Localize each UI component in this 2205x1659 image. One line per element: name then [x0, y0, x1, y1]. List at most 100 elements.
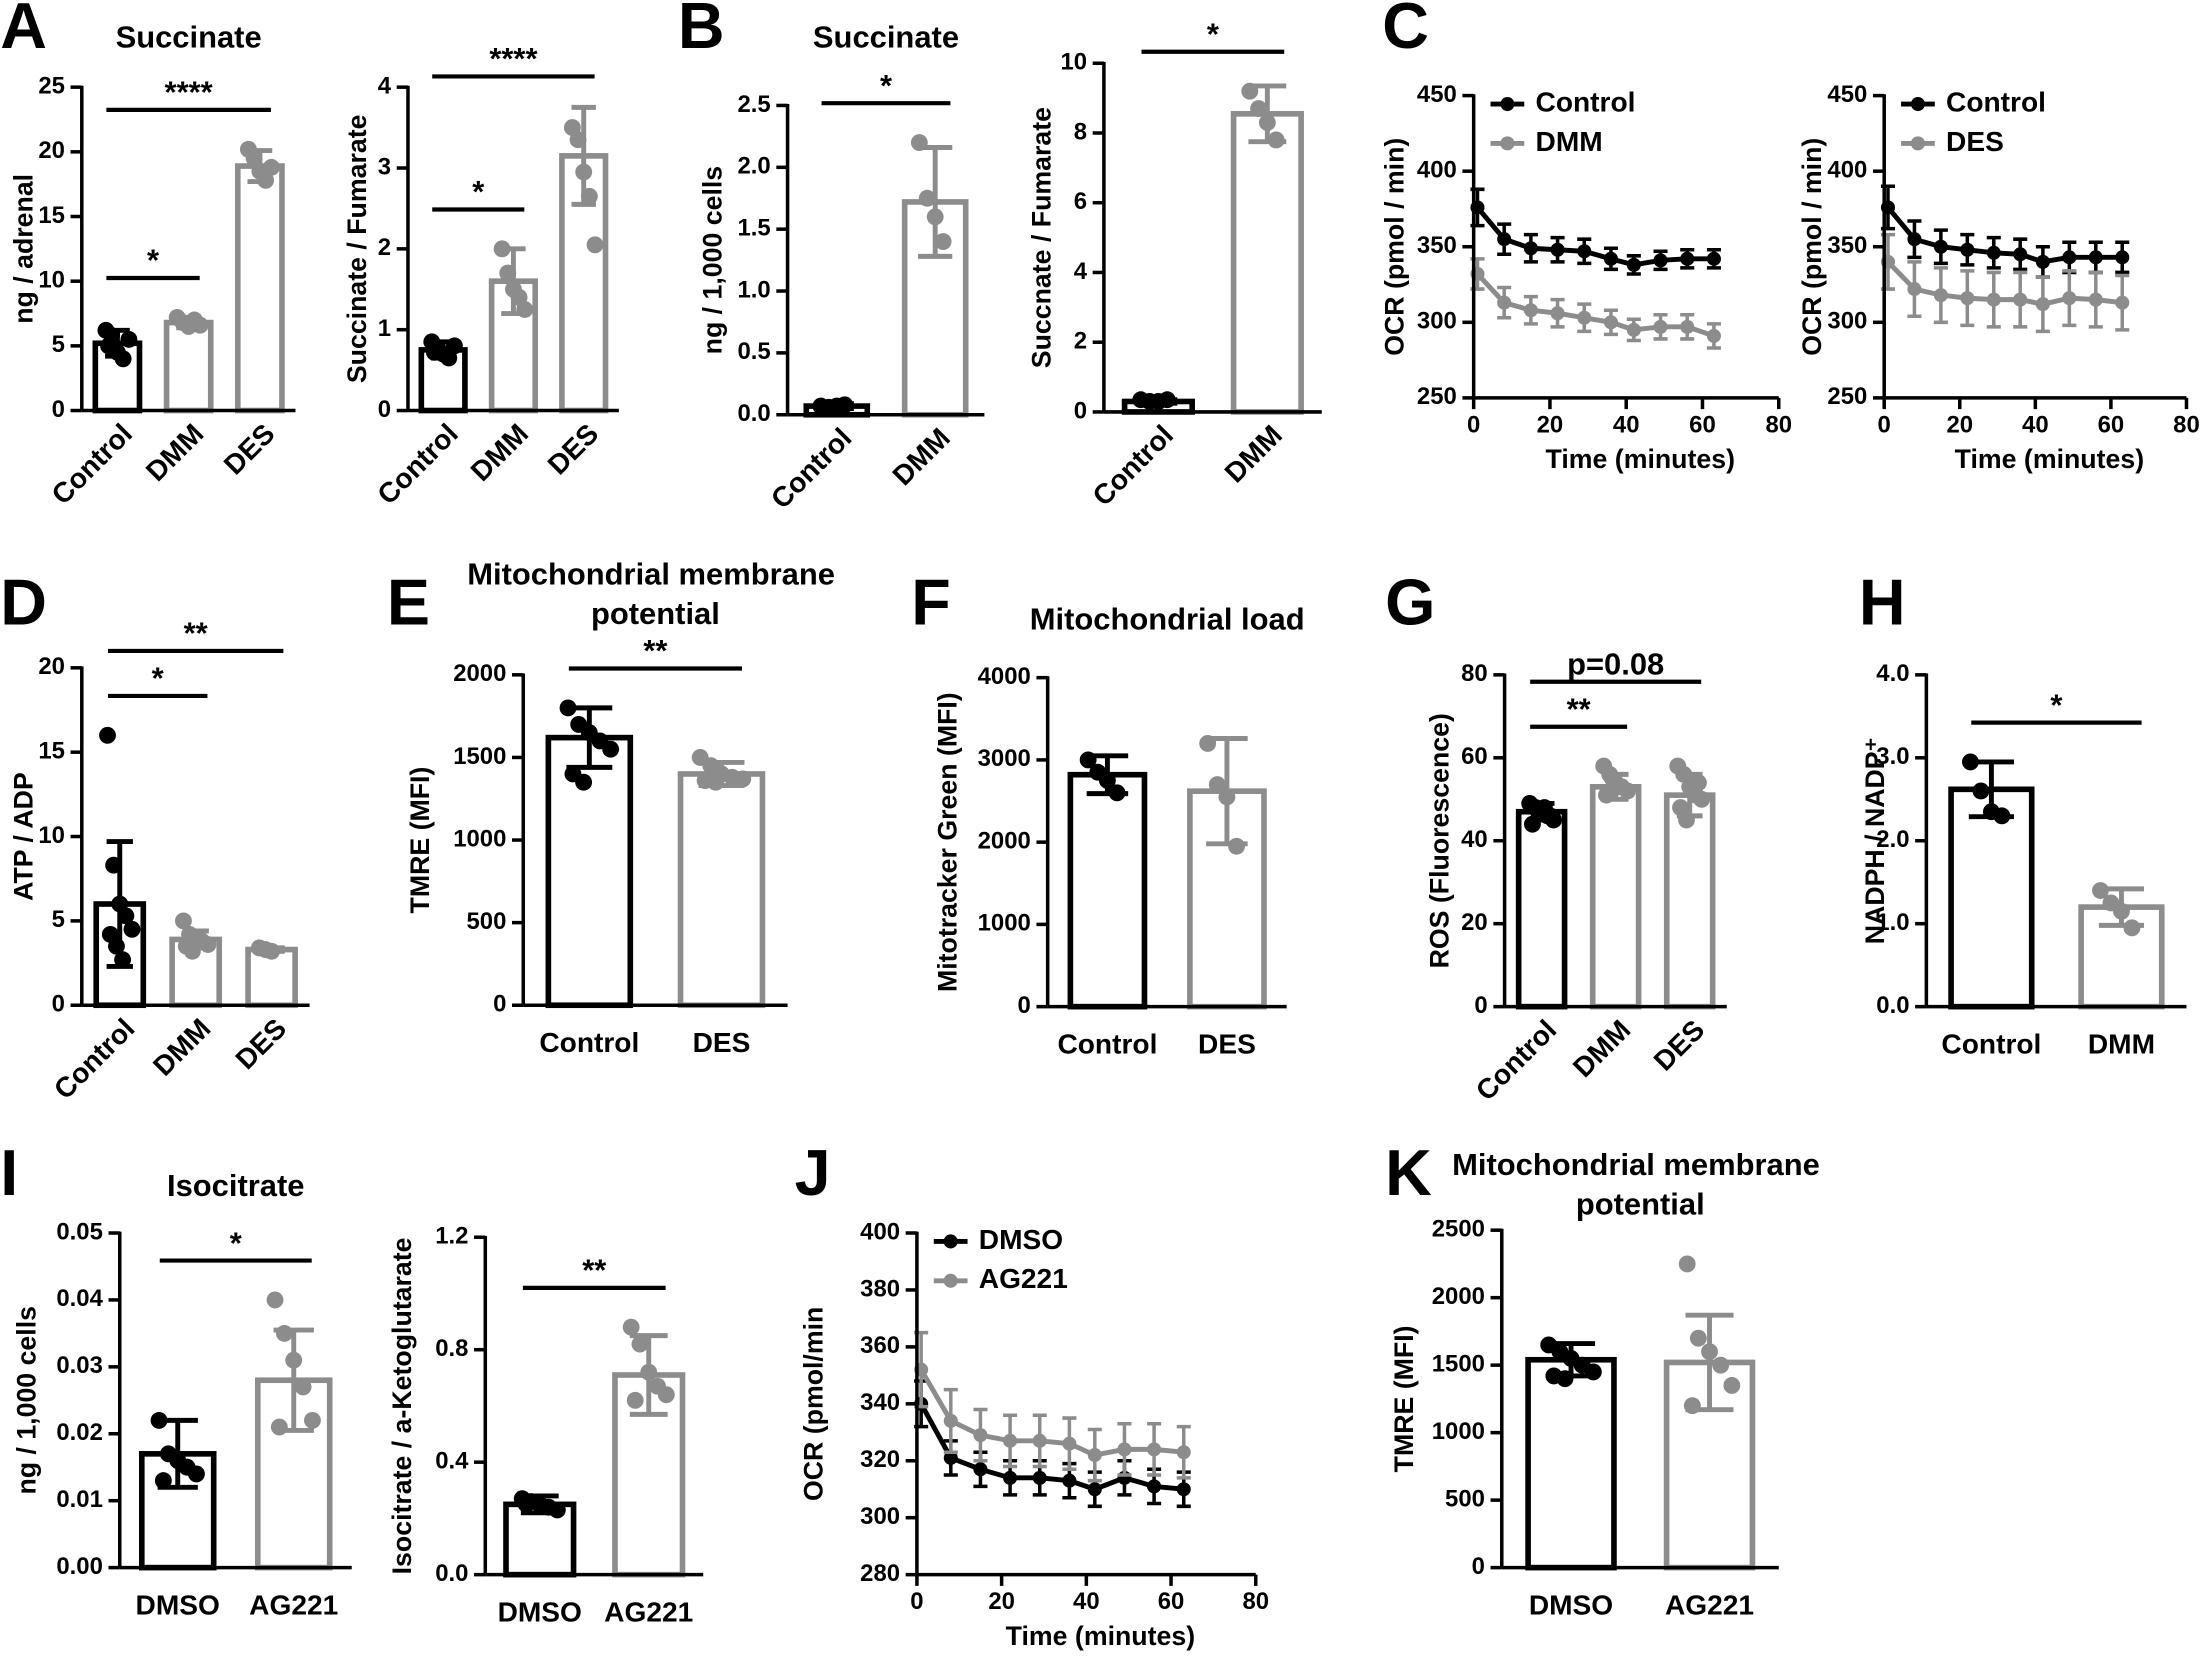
data-point [1003, 1433, 1018, 1448]
x-tick-label: 60 [1158, 1588, 1185, 1615]
data-point [1986, 292, 2001, 307]
data-point [1678, 811, 1695, 829]
data-point [294, 1378, 312, 1396]
data-point [499, 264, 517, 282]
data-point [275, 1324, 293, 1342]
data-point [569, 131, 587, 149]
data-point [1577, 244, 1592, 259]
y-tick-label: 0.05 [56, 1218, 103, 1245]
data-point [1098, 772, 1116, 789]
y-tick-label: 2.5 [737, 91, 770, 118]
data-point [266, 1291, 284, 1309]
y-tick-label: 1500 [453, 743, 506, 770]
y-axis-label: Succinate / Fumarate [342, 115, 372, 384]
panel-letter: B [678, 0, 725, 62]
y-tick-label: 40 [1461, 826, 1488, 853]
y-tick-label: 10 [38, 822, 65, 849]
series-line [919, 1368, 1184, 1458]
x-tick-label: DMM [887, 422, 956, 491]
data-point [1577, 310, 1592, 325]
y-tick-label: 20 [38, 653, 65, 680]
y-tick-label: 15 [38, 202, 65, 229]
y-tick-label: 320 [860, 1446, 900, 1473]
data-point [1032, 1470, 1047, 1485]
bar [1230, 111, 1304, 415]
y-tick-label: 450 [1827, 81, 1867, 108]
y-tick-label: 350 [1417, 232, 1457, 259]
data-point [548, 1501, 566, 1519]
data-point [303, 1411, 321, 1429]
y-tick-label: 0.00 [56, 1553, 103, 1580]
data-point [657, 1386, 675, 1404]
x-tick-label: AG221 [249, 1589, 338, 1620]
x-tick-label: 20 [1537, 411, 1564, 438]
x-tick-label: AG221 [1665, 1589, 1754, 1620]
y-tick-label: 4.0 [1876, 660, 1909, 687]
significance-label: ** [1567, 691, 1591, 726]
x-tick-label: 80 [2173, 411, 2200, 438]
chart-title: Succinate [116, 20, 262, 55]
y-tick-label: 15 [38, 737, 65, 764]
x-tick-label: DES [1198, 1028, 1256, 1059]
data-point [1267, 131, 1285, 149]
x-tick-label: 0 [1467, 411, 1480, 438]
data-point [1541, 807, 1559, 825]
y-tick-label: 2500 [1432, 1216, 1485, 1243]
data-point [626, 1391, 644, 1409]
x-tick-label: 60 [1689, 411, 1716, 438]
y-tick-label: 400 [1827, 156, 1867, 183]
y-tick-label: 20 [1461, 909, 1488, 936]
y-tick-label: 350 [1827, 232, 1867, 259]
data-point [1626, 257, 1641, 272]
y-tick-label: 380 [860, 1275, 900, 1302]
data-point [1176, 1482, 1191, 1497]
x-tick-label: DES [542, 418, 605, 481]
y-tick-label: 20 [38, 137, 65, 164]
x-axis-label: Time (minutes) [1955, 444, 2144, 474]
significance-label: ** [643, 633, 667, 668]
data-point [2088, 250, 2103, 265]
data-point [1701, 1343, 1718, 1361]
y-axis-label: TMRE (MFI) [1389, 1325, 1419, 1472]
x-tick-label: DMSO [1529, 1589, 1613, 1620]
y-tick-label: 3 [378, 153, 391, 180]
data-point [1706, 328, 1721, 343]
data-point [2088, 292, 2103, 307]
data-point [2035, 297, 2050, 312]
x-tick-label: Control [765, 422, 858, 515]
data-point [1523, 241, 1538, 256]
y-tick-label: 2 [378, 234, 391, 261]
series-line [1886, 205, 2123, 265]
data-point [1250, 100, 1267, 118]
data-point [836, 396, 854, 414]
data-point [114, 951, 132, 969]
x-tick-label: 80 [1765, 411, 1792, 438]
y-tick-label: 5 [52, 331, 65, 358]
significance-label: **** [489, 41, 537, 76]
x-tick-label: DMM [147, 1012, 216, 1081]
significance-label: * [472, 174, 484, 209]
data-point [446, 337, 463, 355]
significance-label: p=0.08 [1567, 646, 1664, 681]
panel-letter: E [387, 565, 430, 638]
y-tick-label: 0.04 [56, 1285, 103, 1312]
y-tick-label: 1.2 [435, 1223, 468, 1250]
y-tick-label: 4000 [978, 663, 1031, 690]
legend-marker [943, 1234, 958, 1249]
y-axis-label: OCR (pmol / min) [1379, 138, 1409, 356]
series-line [918, 1402, 1184, 1492]
data-point [263, 942, 281, 960]
data-point [2062, 291, 2077, 306]
bar [1589, 784, 1642, 1010]
y-axis-label: Succnate / Fumarate [1027, 107, 1057, 368]
y-tick-label: 2 [1074, 328, 1087, 355]
data-point [910, 134, 928, 151]
data-point [973, 1462, 988, 1477]
x-tick-label: 80 [1242, 1588, 1269, 1615]
data-point [1598, 786, 1615, 804]
bar [677, 771, 766, 1009]
y-tick-label: 0 [1472, 1553, 1485, 1580]
data-point [1712, 1356, 1730, 1374]
data-point [1556, 1370, 1574, 1388]
data-point [559, 699, 577, 717]
